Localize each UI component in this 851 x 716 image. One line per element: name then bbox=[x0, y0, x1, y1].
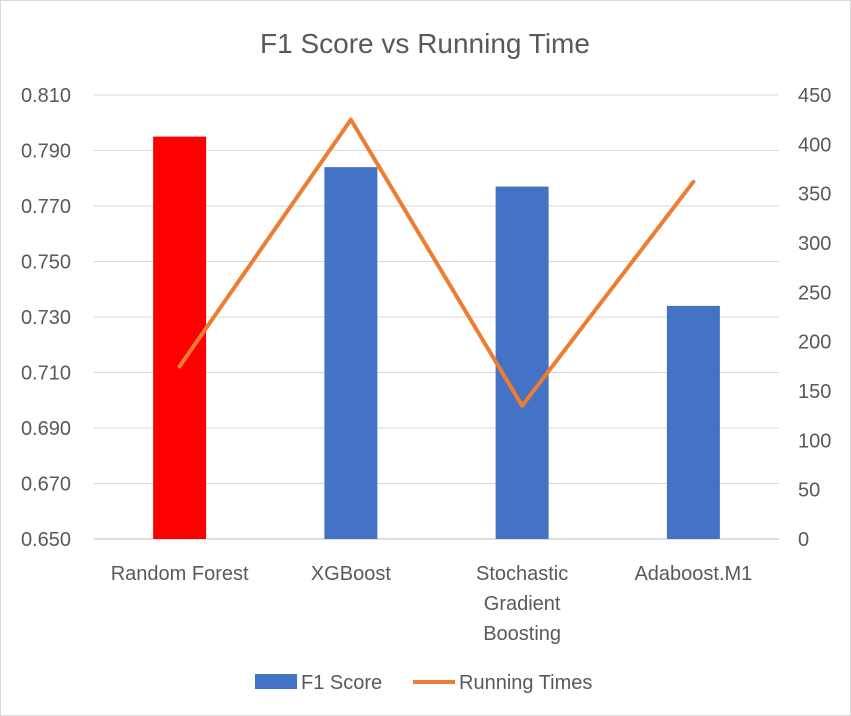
category-label: Random Forest bbox=[111, 563, 249, 585]
left-tick-label: 0.770 bbox=[21, 196, 71, 218]
running-times-line bbox=[177, 117, 696, 408]
category-label-line: Adaboost.M1 bbox=[634, 563, 752, 585]
left-tick-label: 0.810 bbox=[21, 85, 71, 107]
f1-score-bars bbox=[153, 136, 720, 539]
category-label-line: Gradient bbox=[484, 593, 561, 615]
right-tick-label: 450 bbox=[798, 85, 831, 107]
category-label: Stochastic Gradient Boosting bbox=[476, 563, 568, 645]
category-label-line: Stochastic bbox=[476, 563, 568, 585]
right-tick-label: 200 bbox=[798, 332, 831, 354]
right-axis-ticks: 0 50 100 150 200 250 300 350 400 450 bbox=[798, 85, 831, 551]
right-tick-label: 250 bbox=[798, 282, 831, 304]
right-tick-label: 300 bbox=[798, 233, 831, 255]
right-tick-label: 50 bbox=[798, 480, 820, 502]
left-tick-label: 0.650 bbox=[21, 529, 71, 551]
right-tick-label: 0 bbox=[798, 529, 809, 551]
bar-stochastic-gradient-boosting bbox=[495, 186, 549, 539]
category-label: Adaboost.M1 bbox=[634, 563, 752, 585]
left-axis-ticks: 0.650 0.670 0.690 0.710 0.730 0.750 0.770 0.790… bbox=[21, 85, 71, 551]
category-label: XGBoost bbox=[311, 563, 391, 585]
chart-title: F1 Score vs Running Time bbox=[260, 28, 590, 59]
right-tick-label: 400 bbox=[798, 134, 831, 156]
category-label-line: Boosting bbox=[483, 623, 561, 645]
legend-running-times-label: Running Times bbox=[459, 672, 592, 694]
right-tick-label: 150 bbox=[798, 381, 831, 403]
legend: F1 Score Running Times bbox=[255, 672, 592, 694]
legend-f1-score-swatch bbox=[255, 674, 297, 689]
left-tick-label: 0.690 bbox=[21, 418, 71, 440]
category-label-line: Random Forest bbox=[111, 563, 249, 585]
right-tick-label: 100 bbox=[798, 430, 831, 452]
right-tick-label: 350 bbox=[798, 184, 831, 206]
running-times-polyline bbox=[177, 117, 696, 408]
bar-adaboost-m1 bbox=[666, 305, 720, 539]
left-tick-label: 0.670 bbox=[21, 474, 71, 496]
left-tick-label: 0.710 bbox=[21, 363, 71, 385]
left-tick-label: 0.730 bbox=[21, 307, 71, 329]
left-tick-label: 0.750 bbox=[21, 252, 71, 274]
category-labels: Random Forest XGBoost Stochastic Gradient Bo… bbox=[111, 563, 753, 645]
legend-f1-score-label: F1 Score bbox=[301, 672, 382, 694]
left-tick-label: 0.790 bbox=[21, 141, 71, 163]
category-label-line: XGBoost bbox=[311, 563, 391, 585]
bar-xgboost bbox=[324, 167, 378, 539]
